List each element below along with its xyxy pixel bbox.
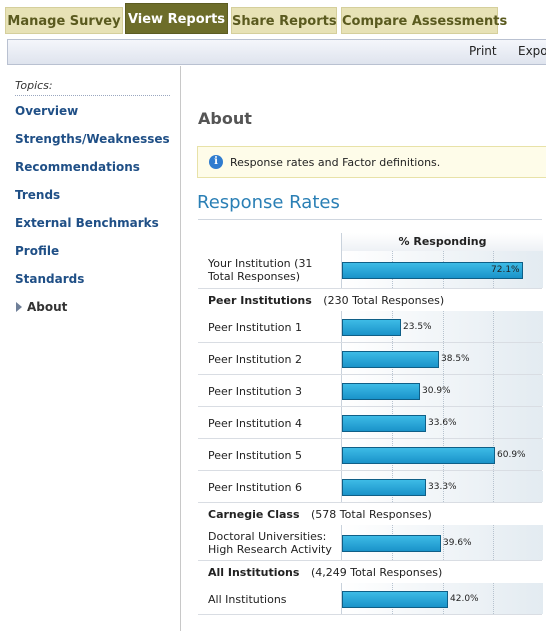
gridline <box>443 343 444 374</box>
gridline <box>493 583 494 614</box>
group-header-row: Carnegie Class (578 Total Responses) <box>198 503 542 525</box>
report-tabs: Manage Survey View Reports Share Reports… <box>0 0 546 40</box>
bar-value-label: 33.3% <box>428 482 457 492</box>
gridline <box>493 311 494 342</box>
bar-cell: 72.1% <box>341 251 543 288</box>
group-name: All Institutions <box>208 566 300 579</box>
row-label: Peer Institution 1 <box>208 321 302 334</box>
bar-value-label: 72.1% <box>491 265 520 275</box>
table-row: Peer Institution 5 60.9% <box>198 439 543 471</box>
group-count: (4,249 Total Responses) <box>310 566 443 579</box>
row-label: Peer Institution 3 <box>208 385 302 398</box>
table-row: Peer Institution 2 38.5% <box>198 343 543 375</box>
current-item-arrow-icon <box>16 302 22 312</box>
row-label: Doctoral Universities: High Research Act… <box>208 530 332 556</box>
bar <box>342 383 420 400</box>
group-label: Carnegie Class (578 Total Responses) <box>208 508 432 521</box>
sidebar-item-about[interactable]: About <box>27 300 68 314</box>
gridline <box>443 311 444 342</box>
page-title: About <box>198 109 252 128</box>
sidebar-item-profile[interactable]: Profile <box>15 244 60 258</box>
bar-cell: 60.9% <box>341 439 543 470</box>
group-label: Peer Institutions (230 Total Responses) <box>208 294 444 307</box>
bar-value-label: 23.5% <box>403 322 432 332</box>
group-name: Peer Institutions <box>208 294 312 307</box>
section-title: Response Rates <box>197 192 340 213</box>
group-header-row: Peer Institutions (230 Total Responses) <box>198 289 542 311</box>
bar-value-label: 30.9% <box>422 386 451 396</box>
print-button[interactable]: Print <box>469 44 497 58</box>
tab-share-reports[interactable]: Share Reports <box>231 7 337 34</box>
gridline <box>493 471 494 502</box>
table-header: % Responding <box>198 233 543 251</box>
column-header: % Responding <box>341 233 543 251</box>
bar-cell: 42.0% <box>341 583 543 614</box>
group-header-row: All Institutions (4,249 Total Responses) <box>198 561 542 583</box>
table-row: Peer Institution 6 33.3% <box>198 471 543 503</box>
bar-cell: 30.9% <box>341 375 543 406</box>
gridline <box>493 343 494 374</box>
tab-view-reports[interactable]: View Reports <box>125 3 228 34</box>
row-label: All Institutions <box>208 593 287 606</box>
row-label: Peer Institution 5 <box>208 449 302 462</box>
gridline <box>493 525 494 560</box>
table-row: Your Institution (31 Total Responses) 72.… <box>198 251 543 289</box>
bar-value-label: 42.0% <box>450 594 479 604</box>
gridline <box>443 375 444 406</box>
bar <box>342 415 426 432</box>
sidebar-item-external-benchmarks[interactable]: External Benchmarks <box>15 216 159 230</box>
group-count: (230 Total Responses) <box>323 294 445 307</box>
bar <box>342 535 441 552</box>
gridline <box>443 471 444 502</box>
group-label: All Institutions (4,249 Total Responses) <box>208 566 442 579</box>
row-label: Your Institution (31 Total Responses) <box>208 257 313 283</box>
bar <box>342 351 439 368</box>
bar <box>342 447 495 464</box>
bar <box>342 262 523 279</box>
table-row: Peer Institution 3 30.9% <box>198 375 543 407</box>
table-row: All Institutions 42.0% <box>198 583 543 615</box>
bar-cell: 38.5% <box>341 343 543 374</box>
info-banner: i Response rates and Factor definitions. <box>197 146 546 178</box>
bar <box>342 319 401 336</box>
group-count: (578 Total Responses) <box>311 508 432 521</box>
bar <box>342 479 426 496</box>
table-row: Peer Institution 1 23.5% <box>198 311 543 343</box>
row-label: Peer Institution 4 <box>208 417 302 430</box>
row-label: Peer Institution 2 <box>208 353 302 366</box>
section-divider <box>198 219 542 220</box>
bar-cell: 33.3% <box>341 471 543 502</box>
info-text: Response rates and Factor definitions. <box>230 156 441 169</box>
gridline <box>443 407 444 438</box>
topics-sidebar: Topics: Overview Strengths/Weaknesses Re… <box>0 66 181 631</box>
gridline <box>493 407 494 438</box>
group-name: Carnegie Class <box>208 508 300 521</box>
bar-value-label: 39.6% <box>443 538 472 548</box>
gridline <box>493 375 494 406</box>
report-toolbar: Print Export <box>7 39 546 65</box>
topics-divider <box>15 95 170 96</box>
info-icon: i <box>209 155 223 169</box>
table-row: Peer Institution 4 33.6% <box>198 407 543 439</box>
sidebar-item-standards[interactable]: Standards <box>15 272 85 286</box>
bar-cell: 39.6% <box>341 525 543 560</box>
sidebar-item-trends[interactable]: Trends <box>15 188 61 202</box>
bar-value-label: 33.6% <box>428 418 457 428</box>
sidebar-item-overview[interactable]: Overview <box>15 104 79 118</box>
tab-compare-assessments[interactable]: Compare Assessments <box>341 7 507 34</box>
sidebar-item-recommendations[interactable]: Recommendations <box>15 160 140 174</box>
row-label: Peer Institution 6 <box>208 481 302 494</box>
gridline <box>443 525 444 560</box>
bar <box>342 591 448 608</box>
bar-value-label: 38.5% <box>441 354 470 364</box>
topics-label: Topics: <box>15 79 53 92</box>
table-row: Doctoral Universities: High Research Act… <box>198 525 543 561</box>
bar-value-label: 60.9% <box>497 450 526 460</box>
bar-cell: 33.6% <box>341 407 543 438</box>
tab-manage-survey[interactable]: Manage Survey <box>5 7 123 34</box>
bar-cell: 23.5% <box>341 311 543 342</box>
sidebar-item-strengths-weaknesses[interactable]: Strengths/Weaknesses <box>15 132 170 146</box>
export-button[interactable]: Export <box>518 44 546 58</box>
main-content: About i Response rates and Factor defini… <box>181 66 546 631</box>
